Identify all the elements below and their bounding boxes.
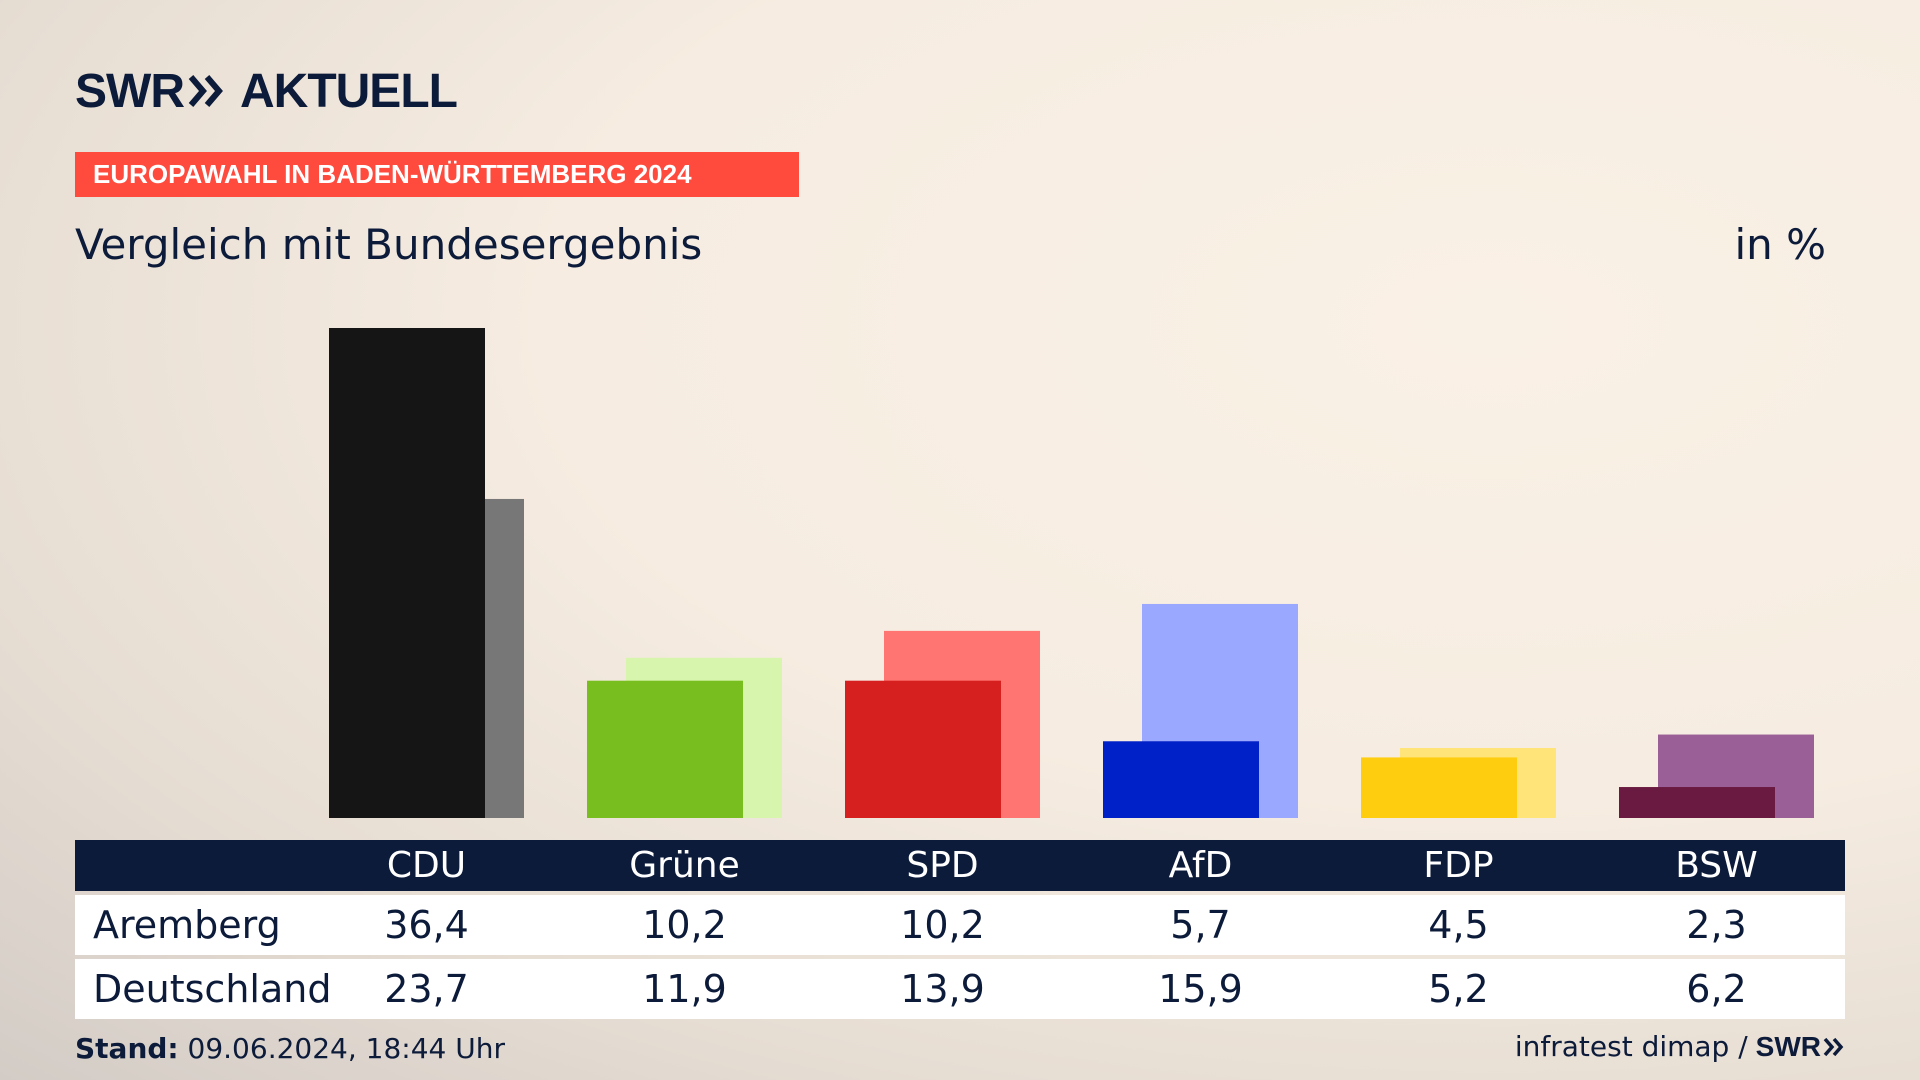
column-header: CDU <box>386 845 467 886</box>
bar-grüne-aremberg <box>587 680 743 818</box>
timestamp: Stand: 09.06.2024, 18:44 Uhr <box>75 1032 505 1065</box>
mini-chevron-icon <box>1823 1037 1844 1056</box>
table-cell: 5,7 <box>1170 903 1231 947</box>
swr-mini-logo: SWR <box>1756 1031 1845 1063</box>
column-header: SPD <box>906 845 979 886</box>
stand-value: 09.06.2024, 18:44 Uhr <box>187 1032 505 1065</box>
table-cell: 23,7 <box>384 967 469 1011</box>
table-header: CDU Grüne SPD AfD FDP BSW <box>75 840 1845 891</box>
stand-label: Stand: <box>75 1032 179 1065</box>
bar-afd-aremberg <box>1103 741 1259 818</box>
chart-subtitle: Vergleich mit Bundesergebnis <box>75 220 703 269</box>
results-table: CDU Grüne SPD AfD FDP BSW Aremberg 36,4 10,2 10… <box>75 840 1845 1019</box>
swr-aktuell-logo: SWR AKTUELL <box>75 64 458 118</box>
table-cell: 13,9 <box>900 967 985 1011</box>
table-cell: 36,4 <box>384 903 469 947</box>
column-header: FDP <box>1423 845 1494 886</box>
table-cell: 10,2 <box>900 903 985 947</box>
bar-chart <box>329 328 1814 818</box>
bar-cdu-aremberg <box>329 328 485 818</box>
row-label: Aremberg <box>93 903 281 947</box>
logo-swr-text: SWR <box>75 64 185 118</box>
table-cell: 5,2 <box>1428 967 1489 1011</box>
bar-spd-aremberg <box>845 680 1001 818</box>
bar-bsw-aremberg <box>1619 787 1775 818</box>
table-cell: 4,5 <box>1428 903 1489 947</box>
column-header: AfD <box>1168 845 1233 886</box>
table-cell: 11,9 <box>642 967 727 1011</box>
table-cell: 2,3 <box>1686 903 1747 947</box>
table-row: Aremberg 36,4 10,2 10,2 5,7 4,5 2,3 <box>75 895 1845 955</box>
row-label: Deutschland <box>93 967 332 1011</box>
source-credit: infratest dimap / SWR <box>1515 1030 1845 1063</box>
double-chevron-icon <box>188 73 226 109</box>
source-text: infratest dimap / <box>1514 1030 1748 1063</box>
column-header: Grüne <box>629 845 740 886</box>
table-cell: 6,2 <box>1686 967 1747 1011</box>
table-cell: 15,9 <box>1158 967 1243 1011</box>
bar-fdp-aremberg <box>1361 757 1517 818</box>
mini-logo-text: SWR <box>1755 1030 1821 1062</box>
election-banner: EUROPAWAHL IN BADEN-WÜRTTEMBERG 2024 <box>75 152 799 197</box>
logo-aktuell-text: AKTUELL <box>239 64 458 118</box>
table-cell: 10,2 <box>642 903 727 947</box>
table-row: Deutschland 23,7 11,9 13,9 15,9 5,2 6,2 <box>75 959 1845 1019</box>
column-header: BSW <box>1675 845 1758 886</box>
unit-label: in % <box>1734 220 1826 269</box>
